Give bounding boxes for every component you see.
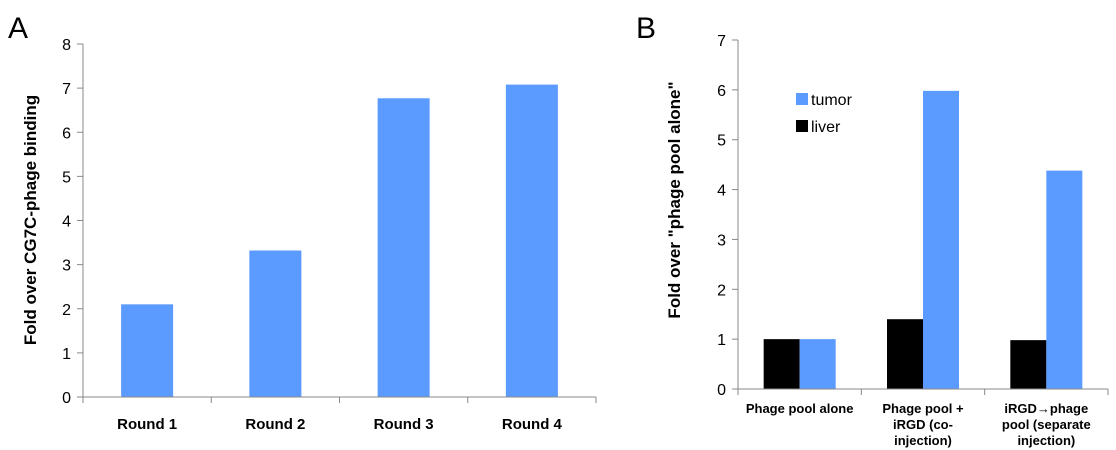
panel-b-letter: B — [636, 12, 656, 45]
panel-a-y-tick-label: 8 — [62, 37, 71, 54]
panel-b-x-tick-label: Phage pool + — [882, 401, 964, 416]
panel-a-y-tick-label: 0 — [62, 390, 71, 407]
panel-a-y-tick-label: 7 — [62, 81, 71, 98]
panel-a-bar — [505, 84, 558, 397]
panel-b-chart: B Fold over "phage pool alone" 0 1 2 3 4 5 6 7 P… — [636, 12, 1109, 448]
panel-b-legend: tumor liver — [796, 92, 853, 136]
panel-a-x-tick-label: Round 1 — [117, 416, 177, 433]
panel-a-bars — [121, 84, 558, 398]
panel-b-x-tick-label: injection) — [1017, 433, 1075, 448]
panel-b-x-tick-label: iRGD→phage — [1004, 401, 1088, 416]
panel-b-y-tick-label: 0 — [717, 382, 726, 399]
panel-a-y-tick-label: 6 — [62, 125, 71, 142]
panel-b-y-tick-label: 5 — [717, 133, 726, 150]
panel-a-y-tick-label: 1 — [62, 346, 71, 363]
panel-b-bar-tumor — [923, 90, 959, 390]
panel-b-x-tick-label: Phage pool alone — [746, 401, 854, 416]
panel-b-legend-label-liver: liver — [811, 119, 841, 136]
panel-b-legend-label-tumor: tumor — [811, 92, 853, 109]
panel-a-bar — [377, 98, 430, 398]
panel-a-bar — [121, 304, 174, 397]
panel-a-axes: 0 1 2 3 4 5 6 7 8 Round 1 Round 2 Round 3 Round 4 — [62, 37, 597, 433]
panel-b-x-tick-label: pool (separate — [1002, 417, 1091, 432]
panel-b-bar-tumor — [1046, 170, 1083, 389]
panel-b-legend-swatch-liver — [796, 120, 808, 132]
panel-a-y-tick-label: 3 — [62, 258, 71, 275]
panel-a-letter: A — [8, 12, 28, 45]
panel-b-x-tick-label: iRGD (co- — [893, 417, 953, 432]
panel-a-y-tick-label: 2 — [62, 302, 71, 319]
panel-b-legend-swatch-tumor — [796, 93, 808, 105]
panel-a-y-tick-label: 4 — [62, 214, 71, 231]
panel-b-bars — [763, 90, 1083, 390]
panel-a-y-tick-label: 5 — [62, 169, 71, 186]
panel-b-x-tick-label: injection) — [894, 433, 952, 448]
panel-b-bar-liver — [887, 319, 923, 389]
panel-a-y-axis-title: Fold over CG7C-phage binding — [21, 95, 40, 345]
panel-b-bar-liver — [1010, 340, 1047, 389]
panel-a-x-tick-label: Round 3 — [374, 416, 434, 433]
panel-a-chart: A Fold over CG7C-phage binding 0 1 2 3 4 5 6 7 8… — [8, 12, 597, 433]
panel-b-y-tick-label: 2 — [717, 282, 726, 299]
panel-b-y-tick-label: 7 — [717, 33, 726, 50]
panel-b-y-tick-label: 6 — [717, 83, 726, 100]
panel-b-y-tick-label: 1 — [717, 332, 726, 349]
panel-a-bar — [249, 250, 302, 397]
panel-b-y-axis-title: Fold over "phage pool alone" — [665, 81, 684, 318]
panel-b-bar-liver — [763, 339, 800, 389]
panel-a-x-tick-label: Round 2 — [245, 416, 305, 433]
panel-b-y-tick-label: 3 — [717, 232, 726, 249]
panel-b-bar-tumor — [799, 339, 836, 389]
panel-b-y-tick-label: 4 — [717, 183, 726, 200]
panel-a-x-tick-label: Round 4 — [502, 416, 563, 433]
